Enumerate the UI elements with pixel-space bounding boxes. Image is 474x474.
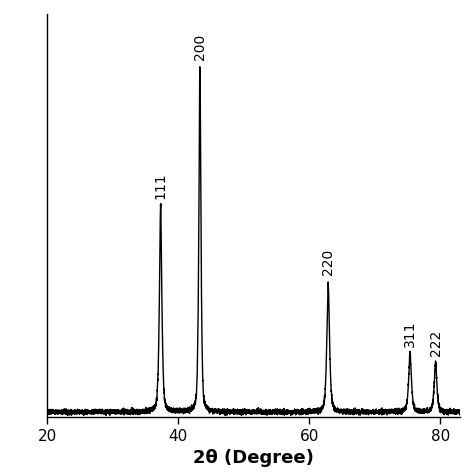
- Text: 222: 222: [428, 329, 443, 356]
- X-axis label: 2θ (Degree): 2θ (Degree): [193, 449, 314, 467]
- Text: 220: 220: [321, 249, 335, 275]
- Text: 111: 111: [154, 173, 168, 199]
- Text: 200: 200: [193, 34, 207, 60]
- Text: 311: 311: [403, 320, 417, 347]
